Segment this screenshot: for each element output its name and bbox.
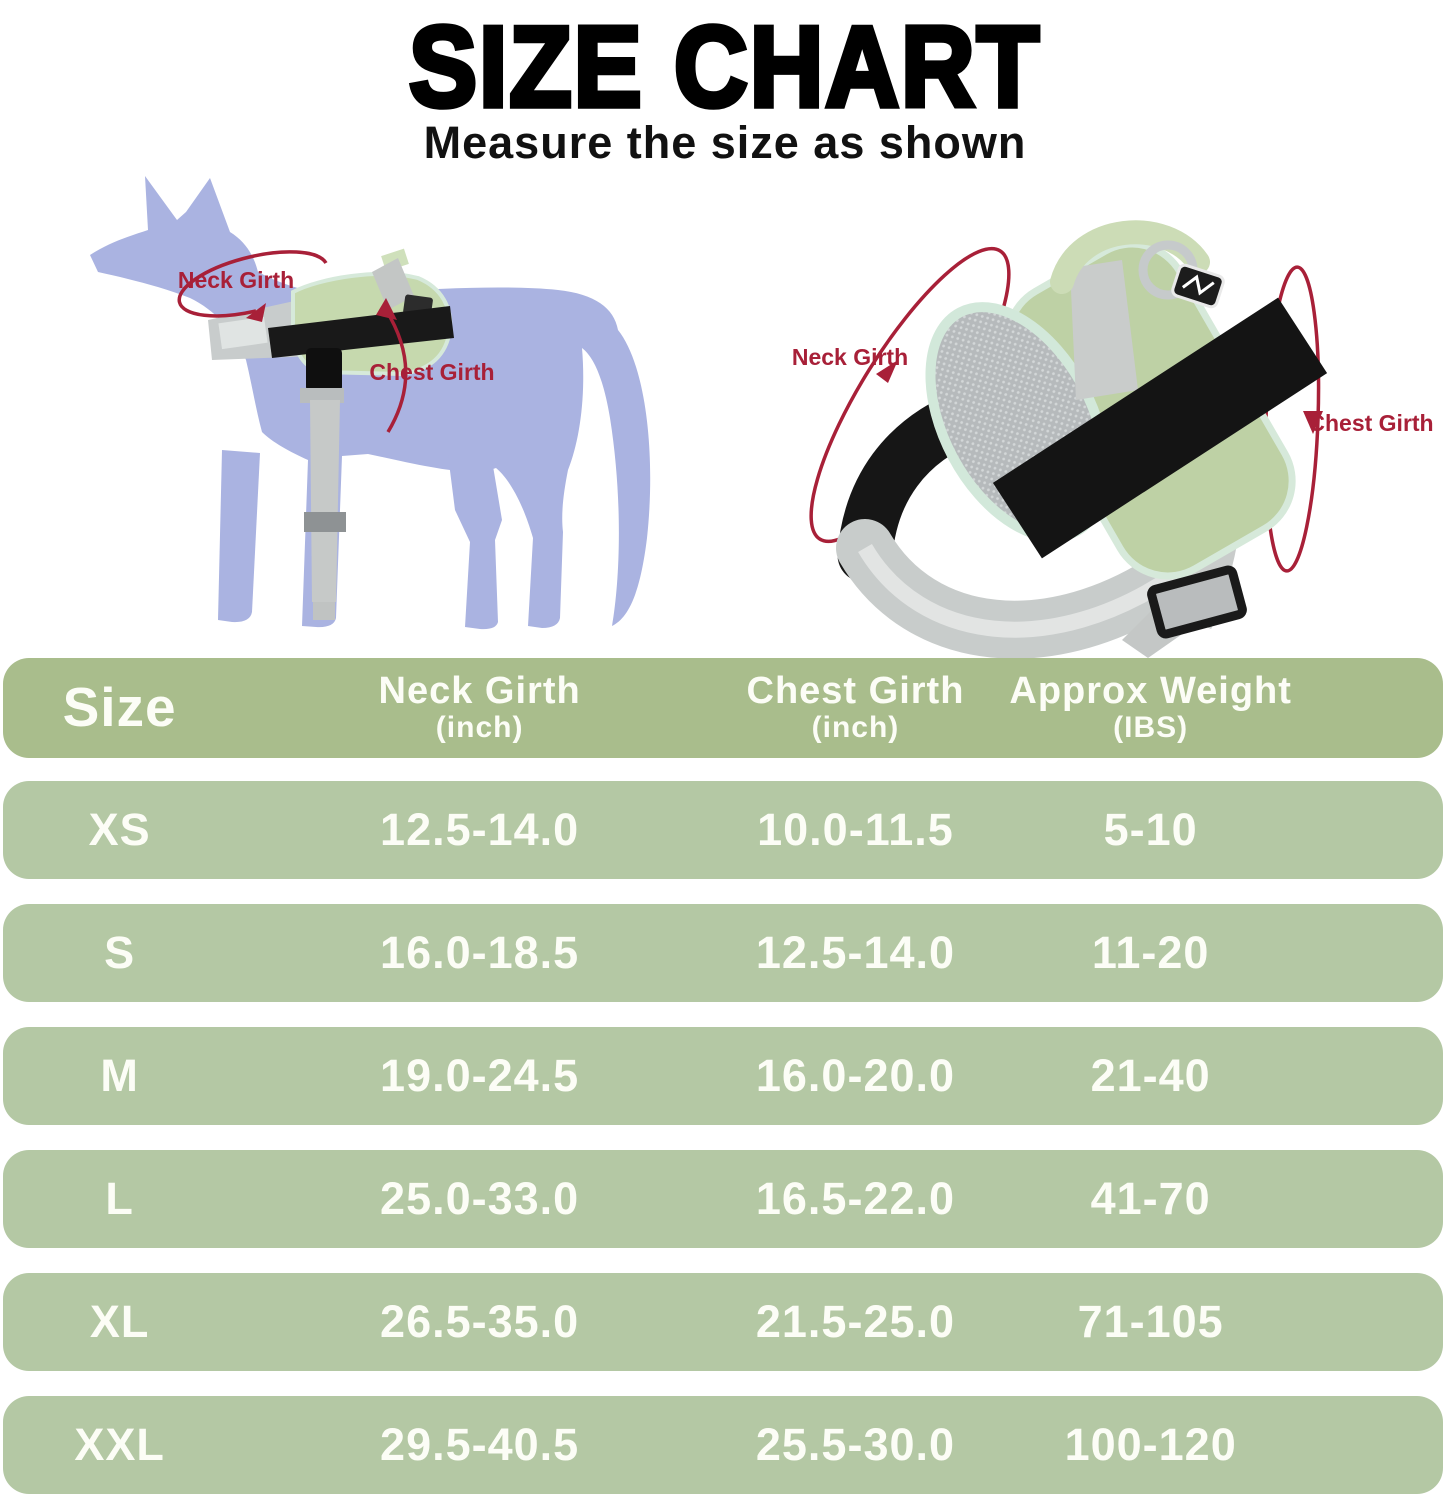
chest-girth-value: 10.0-11.5 — [757, 804, 954, 856]
strap-adjuster — [304, 512, 346, 532]
chest-girth-value: 25.5-30.0 — [755, 1419, 956, 1471]
neck-girth-label-left: Neck Girth — [178, 267, 294, 293]
size-table: Size Neck Girth (inch) Chest Girth (inch… — [3, 658, 1443, 1494]
table-row-m: M 19.0-24.5 16.0-20.0 21-40 — [3, 1027, 1443, 1125]
reflective-stripe — [858, 543, 1180, 638]
chest-girth-annotation-right: Chest Girth — [1303, 410, 1434, 436]
size-value: XXL — [74, 1419, 165, 1471]
neck-girth-value: 29.5-40.5 — [380, 1419, 580, 1471]
weight-value: 71-105 — [1077, 1296, 1224, 1348]
chest-girth-value: 12.5-14.0 — [755, 927, 956, 979]
size-value: L — [105, 1173, 134, 1225]
harness-product — [836, 220, 1328, 659]
harness-on-dog — [208, 248, 454, 620]
column-header-approx-weight: Approx Weight (IBS) — [1009, 670, 1292, 745]
chest-girth-value: 16.5-22.0 — [755, 1173, 956, 1225]
neck-girth-annotation-right: Neck Girth — [792, 344, 908, 383]
weight-value: 100-120 — [1064, 1419, 1237, 1471]
neck-girth-annotation: Neck Girth — [177, 250, 328, 322]
chest-girth-value: 16.0-20.0 — [755, 1050, 956, 1102]
dog-silhouette — [90, 176, 651, 630]
table-header-row: Size Neck Girth (inch) Chest Girth (inch… — [3, 658, 1443, 758]
harness-measurement-diagram: Neck Girth Chest Girth — [792, 220, 1434, 659]
size-value: XL — [89, 1296, 150, 1348]
chest-girth-annotation: Chest Girth — [369, 298, 495, 433]
column-header-neck-girth: Neck Girth (inch) — [378, 670, 581, 745]
velcro-band — [268, 306, 454, 358]
neck-girth-value: 26.5-35.0 — [380, 1296, 580, 1348]
harness-handle — [372, 258, 414, 310]
page-title: SIZE CHART — [407, 0, 1042, 133]
weight-value: 21-40 — [1090, 1050, 1211, 1102]
weight-value: 5-10 — [1103, 804, 1198, 856]
strap-tip — [313, 602, 335, 620]
table-row-s: S 16.0-18.5 12.5-14.0 11-20 — [3, 904, 1443, 1002]
size-value: XS — [88, 804, 151, 856]
size-value: M — [100, 1050, 139, 1102]
velcro-band-large — [992, 297, 1328, 559]
neck-arrowhead — [246, 303, 266, 322]
handle-strap — [1070, 260, 1138, 400]
chest-girth-label-left: Chest Girth — [369, 359, 494, 385]
size-value: S — [104, 927, 136, 979]
buckle-slide — [300, 388, 344, 403]
chest-arrowhead-right — [1303, 411, 1323, 434]
table-row-xl: XL 26.5-35.0 21.5-25.0 71-105 — [3, 1273, 1443, 1371]
chest-buckle — [306, 348, 342, 392]
neck-girth-label-right: Neck Girth — [792, 344, 908, 370]
adjuster-buckle — [1147, 565, 1247, 639]
chest-arrowhead — [376, 298, 397, 320]
weight-value: 41-70 — [1090, 1173, 1211, 1225]
reflective-patch — [218, 316, 268, 350]
table-row-l: L 25.0-33.0 16.5-22.0 41-70 — [3, 1150, 1443, 1248]
neck-girth-value: 12.5-14.0 — [380, 804, 580, 856]
dog-measurement-diagram: Neck Girth Chest Girth — [90, 176, 651, 630]
table-row-xs: XS 12.5-14.0 10.0-11.5 5-10 — [3, 781, 1443, 879]
neck-arrowhead-right — [876, 360, 898, 383]
neck-girth-value: 25.0-33.0 — [380, 1173, 580, 1225]
table-row-xxl: XXL 29.5-40.5 25.5-30.0 100-120 — [3, 1396, 1443, 1494]
weight-value: 11-20 — [1091, 927, 1210, 979]
neck-girth-value: 19.0-24.5 — [380, 1050, 580, 1102]
hanging-strap — [310, 400, 340, 602]
column-header-size: Size — [62, 676, 177, 739]
neck-girth-value: 16.0-18.5 — [380, 927, 580, 979]
chest-girth-label-right: Chest Girth — [1308, 410, 1433, 436]
chest-girth-value: 21.5-25.0 — [755, 1296, 956, 1348]
column-header-chest-girth: Chest Girth (inch) — [746, 670, 965, 745]
page-subtitle: Measure the size as shown — [423, 117, 1027, 168]
